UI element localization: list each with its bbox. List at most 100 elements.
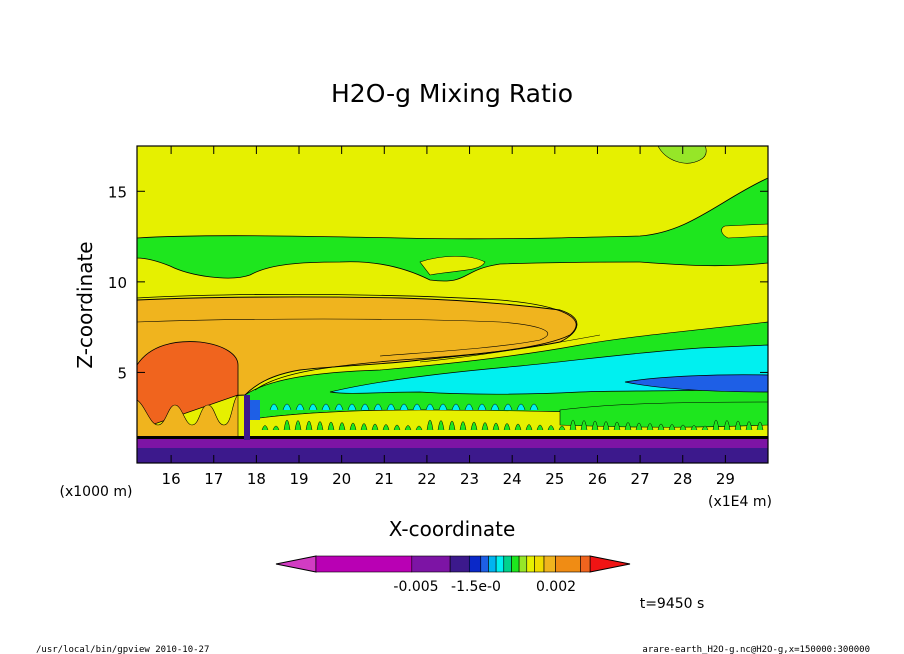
contour-wave [558,425,566,431]
x-tick-label: 21 [375,470,394,488]
contour-wave [283,419,291,431]
contour-wave [349,422,357,431]
contour-wave [327,421,335,431]
contour-wave [321,403,331,411]
contour-wave [529,403,539,411]
contour-wave [525,424,533,431]
contour-wave [516,403,526,411]
x-tick-label: 27 [631,470,650,488]
x-tick-label: 28 [673,470,692,488]
contour-wave [438,403,448,411]
colorbar-segment [511,555,520,573]
y-axis-label: Z-coordinate [73,241,97,368]
colorbar-segment [315,555,413,573]
contour-wave [294,420,302,431]
contour-waves [261,403,764,431]
contour-wave [360,423,368,431]
y-tick-label: 10 [108,274,127,292]
contour-wave [690,425,698,431]
colorbar-segment [468,555,482,573]
contour-wave [624,422,632,431]
contour-wave [334,403,344,411]
colorbar-segment [495,555,505,573]
chart-title: H2O-g Mixing Ratio [331,79,573,108]
y-tick-label: 5 [117,364,127,382]
colorbar-segment [411,555,451,573]
contour-wave [308,403,318,411]
colorbar-min-arrow [275,555,317,573]
x-tick-label: 18 [247,470,266,488]
contour-wave [569,419,577,431]
contour-wave [470,421,478,431]
x-tick-label: 19 [289,470,308,488]
contour-wave [448,420,456,431]
contour-wave [382,424,390,431]
colorbar-tick-labels: -0.005 -1.5e-0 0.002 [393,579,576,595]
contour-wave [437,420,445,431]
contour-wave [481,422,489,431]
contour-wave [426,419,434,431]
contour-wave [646,423,654,431]
contour-wave [679,424,687,431]
colorbar-segment [555,555,581,573]
y-axis: 5 10 15 [108,183,768,382]
contour-wave [386,403,396,411]
contour-wave [477,403,487,411]
contour-wave [580,420,588,431]
colorbar-segment [518,555,528,573]
contour-wave [269,403,279,411]
footer-right: arare-earth_H2O-g.nc@H2O-g,x=150000:3000… [642,645,870,654]
contour-wave [745,421,753,431]
contour-wave [503,403,513,411]
x-tick-label: 23 [460,470,479,488]
colorbar-max-arrow [589,555,631,573]
colorbar [275,555,631,573]
time-label: t=9450 s [640,596,705,612]
contour-wave [536,424,544,431]
contour-wave [459,421,467,431]
x-tick-label: 20 [332,470,351,488]
contour-wave [360,403,370,411]
contour-wave [412,403,422,411]
colorbar-tick-label: -1.5e-0 [451,579,501,595]
x-tick-label: 26 [588,470,607,488]
colorbar-tick-label: 0.002 [536,579,576,595]
contour-wave [316,421,324,431]
contour-wave [602,421,610,431]
contour-wave [613,421,621,431]
contour-wave [338,422,346,431]
contour-wave [261,425,269,431]
colorbar-segment [488,555,497,573]
contour-wave [756,421,764,431]
contour-wave [451,403,461,411]
footer-left: /usr/local/bin/gpview 2010-10-27 [36,645,209,654]
contour-wave [415,425,423,431]
x-tick-label: 25 [545,470,564,488]
colorbar-segment [526,555,535,573]
colorbar-segment [449,555,470,573]
contour-wave [635,422,643,431]
y-tick-label: 15 [108,183,127,201]
contour-wave [514,423,522,431]
x-axis-label: X-coordinate [389,517,516,541]
contour-wave [734,420,742,431]
colorbar-segment [534,555,545,573]
contour-wave [591,420,599,431]
contour-wave [399,403,409,411]
contour-field [137,146,768,463]
x-tick-label: 22 [417,470,436,488]
x-unit-right: (x1E4 m) [708,494,772,510]
x-tick-label: 29 [716,470,735,488]
x-tick-label: 16 [162,470,181,488]
contour-wave [723,420,731,431]
colorbar-segment [480,555,489,573]
contour-wave [712,419,720,431]
contour-wave [295,403,305,411]
contour-wave [668,424,676,431]
contour-wave [373,403,383,411]
contour-wave [347,403,357,411]
x-tick-label: 17 [204,470,223,488]
contour-wave [305,420,313,431]
contour-wave [393,424,401,431]
